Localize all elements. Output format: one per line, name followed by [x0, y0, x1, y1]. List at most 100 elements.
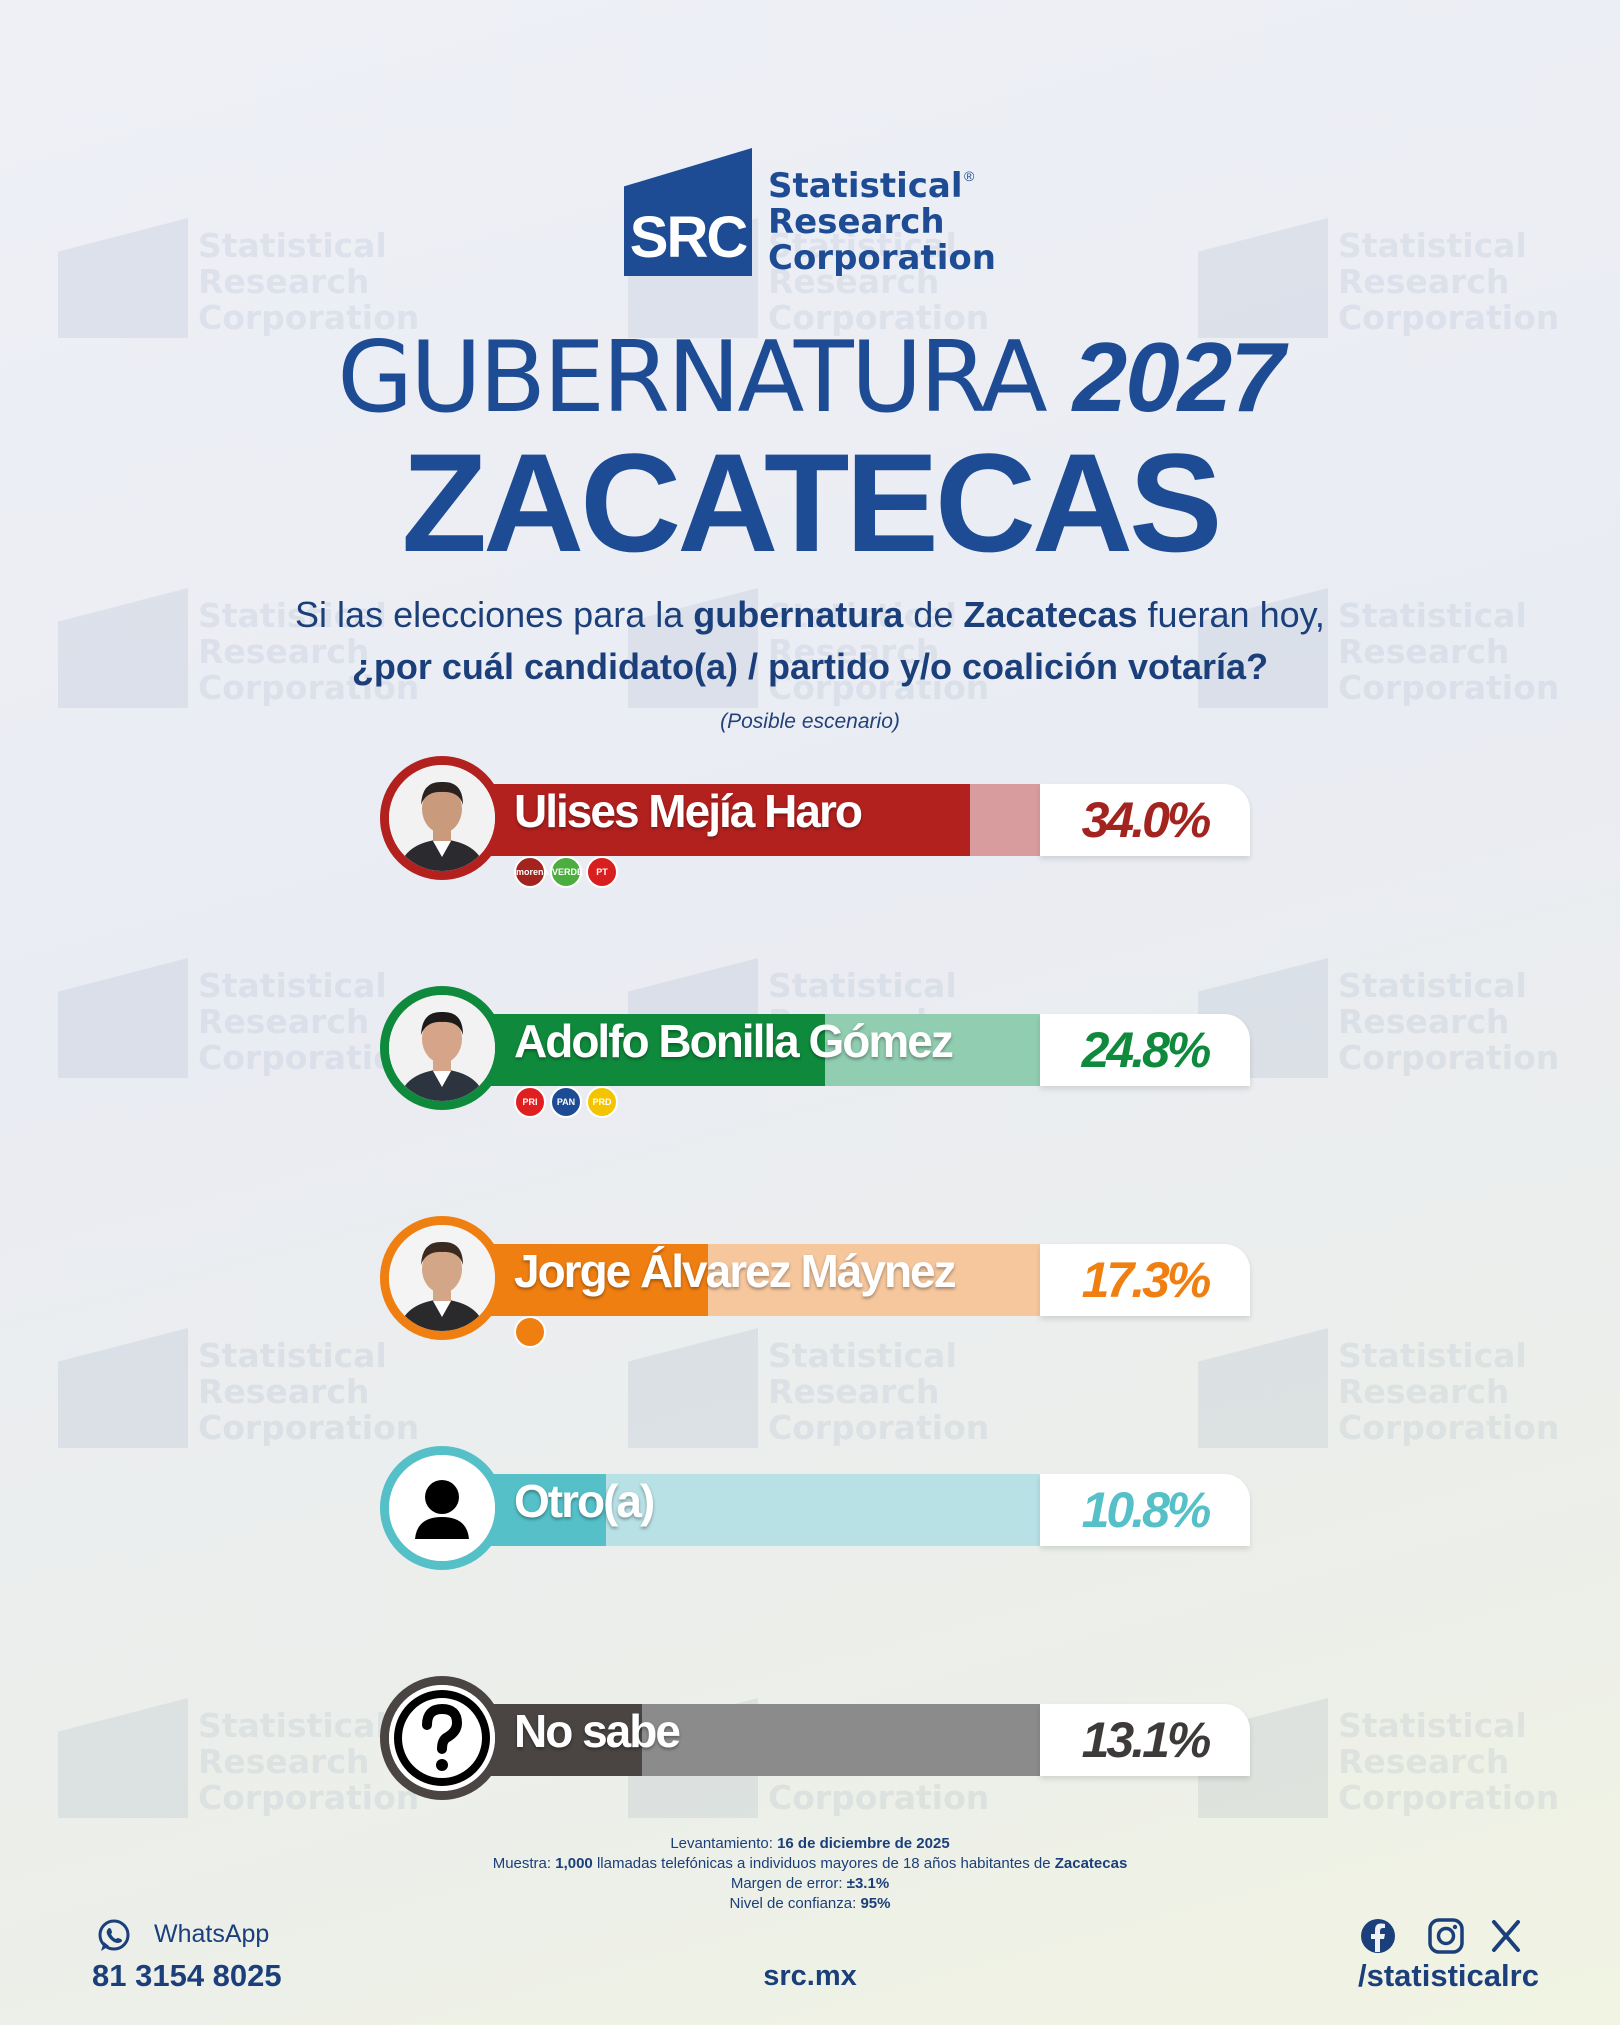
watermark-line: Research [1338, 1002, 1510, 1041]
src-logo: SRC Statistical Research Corporation ® [624, 148, 1004, 278]
social-icons [1361, 1918, 1520, 1954]
method-label: Nivel de confianza: [729, 1895, 861, 1912]
watermark-line: Research [198, 262, 370, 301]
watermark-mark [58, 218, 188, 338]
whatsapp-label[interactable]: WhatsApp [154, 1920, 270, 1948]
watermark-line: Research [1338, 262, 1510, 301]
question-bold: Zacatecas [963, 594, 1138, 635]
question-line-2: ¿por cuál candidato(a) / partido y/o coa… [351, 646, 1269, 687]
verde-logo-icon: VERDE [550, 856, 583, 888]
title-year: 2027 [1072, 322, 1285, 432]
method-label: Muestra: [492, 1855, 556, 1872]
watermark-line: Corporation [1338, 1038, 1560, 1077]
watermark-mark [58, 958, 188, 1078]
question-line-1: Si las elecciones para la gubernatura de… [0, 594, 1620, 636]
result-row: 24.8% Adolfo Bonilla Gómez PRI PAN PRD [380, 986, 1250, 1122]
methodology: Levantamiento: 16 de diciembre de 2025 M… [0, 1834, 1620, 1914]
watermark-mark [1198, 218, 1328, 338]
method-sample: Muestra: 1,000 llamadas telefónicas a in… [0, 1854, 1620, 1874]
method-value: Zacatecas [1054, 1855, 1128, 1872]
method-value: 1,000 [555, 1855, 593, 1872]
result-row: 10.8% Otro(a) [380, 1446, 1250, 1582]
percent-label: 10.8% [1040, 1474, 1250, 1546]
percent-label: 13.1% [1040, 1704, 1250, 1776]
movimiento-ciudadano-logo-icon [514, 1316, 546, 1348]
logo-line-2: Research [768, 202, 945, 242]
watermark-line: Corporation [1338, 1778, 1560, 1817]
candidate-name: Ulises Mejía Haro [514, 785, 863, 837]
method-confidence: Nivel de confianza: 95% [0, 1894, 1620, 1914]
candidate-name: Jorge Álvarez Máynez [514, 1245, 957, 1297]
question-text: fueran hoy, [1137, 594, 1325, 635]
logo-name: Statistical Research Corporation [768, 168, 996, 276]
method-value: 16 de diciembre de 2025 [777, 1835, 950, 1852]
whatsapp-number[interactable]: 81 3154 8025 [92, 1958, 282, 1993]
question-mark-icon [380, 1676, 504, 1800]
facebook-icon[interactable] [1361, 1919, 1395, 1953]
watermark-line: Statistical [198, 226, 387, 265]
method-label: Levantamiento: [670, 1835, 778, 1852]
result-row: 17.3% Jorge Álvarez Máynez [380, 1216, 1250, 1352]
watermark-line: Research [198, 1372, 370, 1411]
candidate-name: Adolfo Bonilla Gómez [514, 1015, 954, 1067]
watermark-mark [58, 1698, 188, 1818]
result-row: 34.0% Ulises Mejía Haro morena VERDE PT [380, 756, 1250, 892]
candidate-name: Otro(a) [514, 1475, 655, 1527]
pri-logo-icon: PRI [514, 1086, 546, 1118]
scenario-note: (Posible escenario) [720, 710, 900, 733]
candidate-photo-icon [380, 756, 504, 880]
watermark-line: Statistical [1338, 1336, 1527, 1375]
pan-logo-icon: PAN [550, 1086, 582, 1118]
title-office-text: GUBERNATURA [337, 321, 1073, 435]
percent-label: 17.3% [1040, 1244, 1250, 1316]
title-office: GUBERNATURA 2027 [0, 322, 1620, 433]
watermark-line: Research [768, 1372, 940, 1411]
question-bold: gubernatura [693, 594, 904, 635]
bar [436, 784, 970, 856]
social-handle[interactable]: /statisticalrc [1358, 1958, 1539, 1993]
instagram-icon[interactable] [1428, 1918, 1464, 1954]
candidate-name: No sabe [514, 1705, 681, 1757]
website-link[interactable]: src.mx [763, 1960, 857, 1992]
x-icon[interactable] [1492, 1920, 1520, 1952]
watermark-line: Statistical [1338, 1706, 1527, 1745]
person-silhouette-icon [380, 1446, 504, 1570]
method-fieldwork: Levantamiento: 16 de diciembre de 2025 [0, 1834, 1620, 1854]
logo-line-1: Statistical [768, 166, 963, 206]
whatsapp-icon[interactable] [96, 1918, 132, 1954]
watermark-line: Research [1338, 1742, 1510, 1781]
candidate-photo-icon [380, 986, 504, 1110]
watermark-mark [58, 1328, 188, 1448]
method-margin: Margen de error: ±3.1% [0, 1874, 1620, 1894]
percent-label: 34.0% [1040, 784, 1250, 856]
question-text: de [903, 594, 964, 635]
question-text: Si las elecciones para la [295, 594, 694, 635]
watermark-line: Corporation [1338, 1408, 1560, 1447]
watermark-line: Research [1338, 1372, 1510, 1411]
method-text: llamadas telefónicas a individuos mayore… [592, 1855, 1055, 1872]
registered-mark: ® [964, 168, 975, 184]
title-state: ZACATECAS [401, 424, 1223, 581]
prd-logo-icon: PRD [586, 1086, 618, 1118]
logo-line-3: Corporation [768, 238, 996, 278]
method-label: Margen de error: [730, 1875, 847, 1892]
result-row: 13.1% No sabe [380, 1676, 1250, 1812]
watermark-line: Statistical [1338, 966, 1527, 1005]
candidate-photo-icon [380, 1216, 504, 1340]
percent-label: 24.8% [1040, 1014, 1250, 1086]
bar-track [436, 784, 1040, 856]
watermark-line: Corporation [198, 1408, 420, 1447]
logo-abbr: SRC [629, 205, 748, 270]
